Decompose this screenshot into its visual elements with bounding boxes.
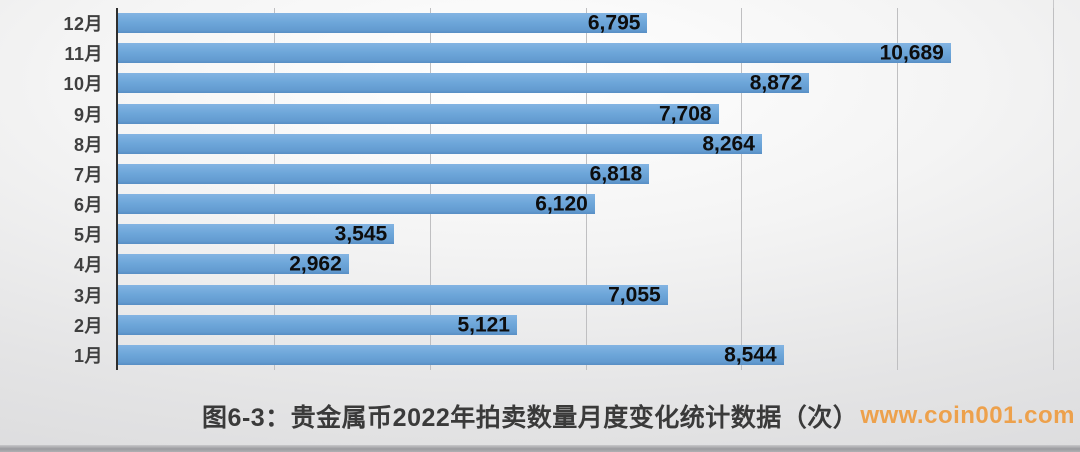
bar: 8,264: [118, 132, 762, 156]
gridline: [585, 8, 587, 370]
gridline: [741, 8, 743, 370]
bar-row: 3,545: [118, 219, 1053, 249]
month-label: 7月: [73, 164, 103, 185]
value-label: 8,872: [749, 71, 803, 95]
value-label: 6,120: [535, 192, 588, 216]
y-axis-labels: 12月 11月 10月 9月 8月 7月 6月 5月 4月 3月 2月 1月: [0, 8, 116, 370]
value-label: 10,689: [879, 41, 944, 65]
bar-row: 6,795: [118, 8, 1053, 38]
bar: 7,055: [118, 283, 668, 307]
bar-row: 6,120: [118, 189, 1053, 219]
chart-caption: 图6-3：贵金属币2022年拍卖数量月度变化统计数据（次）: [202, 404, 859, 432]
bar: 10,689: [118, 41, 951, 65]
month-label: 6月: [73, 195, 103, 216]
bar-row: 8,264: [118, 129, 1053, 159]
month-label: 1月: [73, 345, 103, 366]
bar: 8,544: [118, 343, 784, 367]
value-label: 8,264: [702, 132, 755, 156]
bar: 5,121: [118, 313, 517, 337]
bar: 6,818: [118, 162, 650, 186]
value-label: 8,544: [724, 343, 777, 367]
slide-bottom-edge: [0, 445, 1080, 452]
bar: 8,872: [118, 71, 810, 95]
gridline: [429, 8, 431, 370]
bar-row: 8,872: [118, 68, 1053, 98]
bar: 6,120: [118, 192, 595, 216]
month-label: 5月: [73, 225, 103, 246]
value-label: 7,055: [608, 283, 661, 307]
bar-chart: 12月 11月 10月 9月 8月 7月 6月 5月 4月 3月 2月 1月 6,795 10,689 8…: [0, 8, 1054, 370]
bar: 7,708: [118, 102, 719, 126]
month-label: 8月: [73, 134, 103, 155]
gridline: [273, 8, 275, 370]
month-label: 4月: [73, 255, 103, 276]
value-label: 7,708: [659, 102, 712, 126]
gridline: [1053, 8, 1054, 370]
bar-row: 7,708: [118, 99, 1053, 129]
bar-row: 8,544: [118, 340, 1053, 370]
value-label: 5,121: [457, 313, 510, 337]
month-label: 3月: [73, 285, 103, 306]
bar: 2,962: [118, 252, 349, 276]
bar-row: 5,121: [118, 310, 1053, 340]
month-label: 9月: [73, 104, 103, 125]
bar-row: 10,689: [118, 38, 1053, 68]
bar-row: 7,055: [118, 280, 1053, 310]
gridline: [897, 8, 899, 370]
bar: 3,545: [118, 222, 395, 246]
bars-container: 6,795 10,689 8,872 7,708 8,264 6,818 6,120 3,54…: [118, 8, 1053, 370]
value-label: 6,795: [587, 11, 641, 35]
bar-row: 6,818: [118, 159, 1053, 189]
watermark-text: www.coin001.com: [860, 402, 1075, 429]
value-label: 2,962: [289, 252, 342, 276]
bar: 6,795: [118, 11, 648, 35]
month-label: 11月: [64, 44, 103, 65]
value-label: 6,818: [589, 162, 643, 186]
caption-row: 图6-3：贵金属币2022年拍卖数量月度变化统计数据（次） www.coin00…: [0, 395, 1080, 437]
plot-area: 6,795 10,689 8,872 7,708 8,264 6,818 6,120 3,54…: [116, 8, 1054, 370]
value-label: 3,545: [334, 222, 388, 246]
month-label: 12月: [63, 14, 103, 35]
month-label: 10月: [63, 74, 103, 95]
bar-row: 2,962: [118, 249, 1053, 279]
month-label: 2月: [73, 315, 103, 336]
